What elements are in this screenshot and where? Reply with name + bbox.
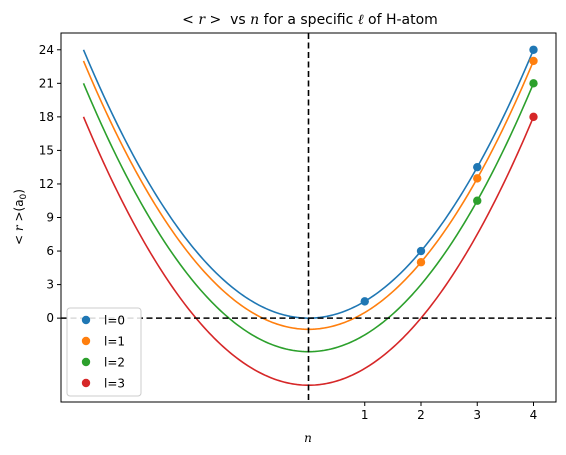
legend-label-l0: l=0 xyxy=(104,314,125,328)
legend-marker-l1 xyxy=(81,336,91,346)
point-l2-n3 xyxy=(473,196,482,205)
y-tick-label: 3 xyxy=(46,278,54,292)
legend-box xyxy=(66,307,142,397)
point-l0-n2 xyxy=(416,246,426,256)
plot-area xyxy=(61,33,556,402)
point-l0-n1 xyxy=(360,297,369,306)
legend-marker-l0 xyxy=(81,315,91,325)
point-l0-n4 xyxy=(529,45,538,54)
legend-marker-l2 xyxy=(81,357,91,367)
legend-label-l3: l=3 xyxy=(104,377,125,391)
y-tick-label: 24 xyxy=(39,43,54,57)
point-l1-n2 xyxy=(416,258,426,267)
y-tick-label: 18 xyxy=(39,110,54,124)
chart-title: < r > vs n for a specific ℓ of H-atom xyxy=(182,12,438,28)
y-axis-label: < r >(a0) xyxy=(12,189,29,245)
y-tick-label: 21 xyxy=(39,76,54,90)
legend-label-l1: l=1 xyxy=(104,335,125,349)
legend-marker-l3 xyxy=(81,378,91,388)
point-l1-n3 xyxy=(473,174,482,183)
x-axis-label: n xyxy=(304,431,312,445)
legend: l=0 l=1 l=2 l=3 xyxy=(66,307,142,397)
point-l3-n4 xyxy=(529,112,538,122)
x-tick-label: 1 xyxy=(361,408,369,422)
x-tick-label: 2 xyxy=(417,408,425,422)
legend-label-l2: l=2 xyxy=(104,356,125,370)
x-tick-label: 4 xyxy=(530,408,538,422)
y-tick-label: 6 xyxy=(46,244,54,258)
y-tick-label: 9 xyxy=(46,211,54,225)
x-tick-label: 3 xyxy=(473,408,481,422)
point-l0-n3 xyxy=(473,162,482,172)
point-l1-n4 xyxy=(529,56,538,66)
y-tick-label: 15 xyxy=(39,143,54,157)
y-tick-label: 12 xyxy=(39,177,54,191)
y-tick-label: 0 xyxy=(46,311,54,325)
point-l2-n4 xyxy=(529,79,538,88)
